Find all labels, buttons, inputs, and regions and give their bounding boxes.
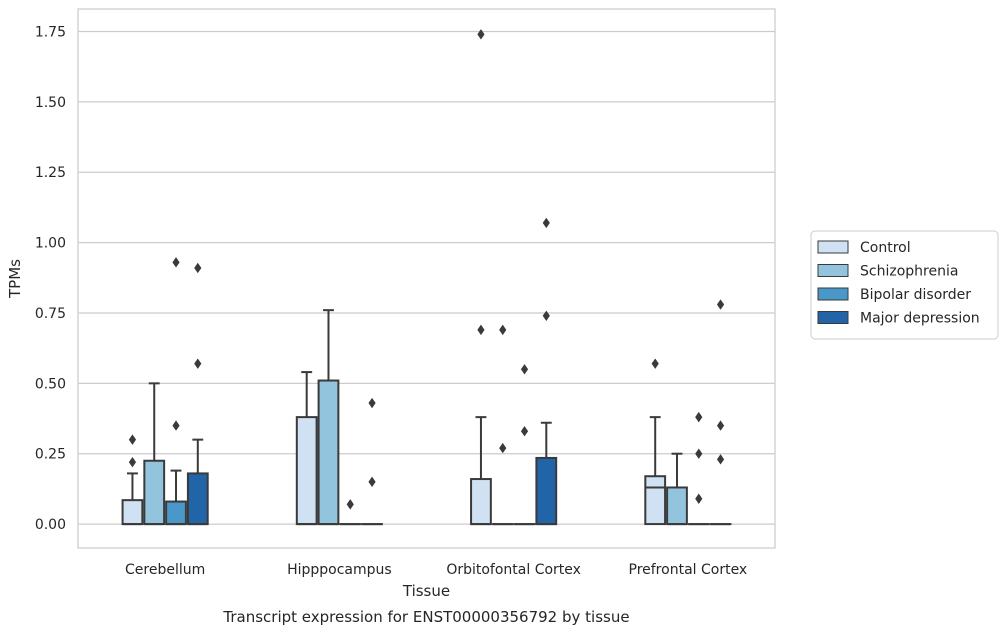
box-major-depression (709, 299, 732, 526)
outlier-point (520, 364, 529, 375)
y-tick-label: 1.50 (35, 95, 66, 111)
outlier-point (346, 499, 354, 510)
box-major-depression (361, 397, 383, 526)
box-schizophrenia (491, 324, 514, 526)
box-body (165, 500, 187, 526)
x-tick-labels: Cerebellum Hipppocampus Orbitofontal Corte… (125, 562, 747, 578)
y-tick-labels: 0.00 0.25 0.50 0.75 1.00 1.25 1.50 1.75 (35, 25, 66, 534)
outlier-point (172, 420, 180, 431)
box-control (470, 29, 492, 526)
x-tick-label: Hipppocampus (287, 562, 392, 578)
x-tick-label: Cerebellum (125, 562, 205, 578)
box-body (644, 475, 667, 526)
plot-frame (77, 8, 776, 549)
y-tick-label: 0.75 (35, 306, 66, 322)
outlier-point (716, 454, 725, 465)
box-body (666, 486, 688, 526)
x-tick-label: Prefrontal Cortex (629, 562, 748, 578)
outlier-point (477, 324, 485, 336)
legend-label: Schizophrenia (860, 264, 958, 280)
y-tick-label: 1.75 (35, 25, 66, 41)
box-body (470, 478, 492, 526)
box-schizophrenia (143, 382, 166, 526)
boxplot-marks (121, 29, 732, 526)
legend-label: Control (860, 240, 911, 256)
box-control (644, 358, 667, 526)
y-tick-label: 1.25 (35, 165, 66, 181)
x-axis-label: Tissue (402, 582, 450, 600)
box-major-depression (186, 262, 209, 526)
outlier-point (477, 29, 485, 40)
outlier-point (368, 397, 376, 409)
box-body (121, 499, 144, 526)
outlier-point (172, 257, 180, 268)
grid-lines (78, 30, 775, 525)
box-schizophrenia (317, 309, 340, 526)
x-tick-label: Orbitofontal Cortex (446, 562, 581, 578)
outlier-point (128, 434, 137, 445)
legend-label: Major depression (860, 311, 980, 327)
y-tick-label: 0.25 (35, 447, 66, 463)
legend-swatch (817, 311, 849, 324)
outlier-point (695, 493, 703, 504)
legend: Control Schizophrenia Bipolar disorder Majo… (810, 230, 999, 340)
legend-label: Bipolar disorder (860, 287, 971, 303)
box-body (295, 416, 318, 526)
outlier-point (716, 420, 725, 431)
chart-caption: Transcript expression for ENST0000035679… (222, 608, 629, 626)
legend-swatch (817, 264, 849, 277)
box-body (143, 459, 166, 526)
box-body (535, 456, 558, 526)
outlier-point (499, 324, 507, 336)
outlier-point (716, 299, 725, 310)
y-tick-label: 1.00 (35, 236, 66, 252)
legend-swatch (817, 240, 849, 254)
legend-swatch (817, 287, 849, 301)
box-control (121, 434, 144, 526)
box-bipolar-disorder (513, 364, 536, 526)
outlier-point (194, 262, 202, 274)
legend-frame (810, 230, 999, 340)
outlier-point (651, 358, 659, 369)
outlier-point (542, 310, 550, 321)
box-bipolar-disorder (687, 411, 710, 526)
outlier-point (695, 411, 703, 423)
outlier-point (520, 425, 529, 437)
outlier-point (368, 476, 376, 488)
box-control (295, 371, 318, 526)
outlier-point (695, 448, 703, 459)
box-body (186, 472, 209, 526)
y-axis-label: TPMs (6, 259, 24, 299)
y-tick-label: 0.00 (35, 517, 66, 533)
box-major-depression (535, 217, 558, 526)
box-bipolar-disorder (339, 499, 362, 526)
box-bipolar-disorder (165, 257, 187, 526)
outlier-point (128, 456, 137, 468)
outlier-point (542, 217, 550, 229)
outlier-point (194, 358, 202, 369)
box-schizophrenia (666, 452, 688, 526)
y-tick-label: 0.50 (35, 376, 66, 392)
outlier-point (499, 442, 507, 454)
box-body (317, 379, 340, 526)
